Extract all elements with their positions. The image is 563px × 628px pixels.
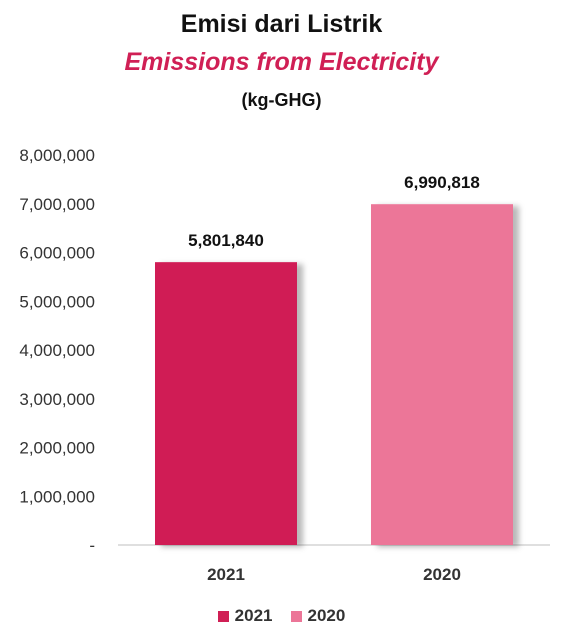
y-tick-label: 7,000,000	[19, 195, 95, 214]
y-tick-label: 2,000,000	[19, 439, 95, 458]
y-tick-label: 1,000,000	[19, 487, 95, 506]
x-tick-label: 2021	[207, 565, 245, 584]
legend-label: 2021	[234, 606, 273, 625]
y-tick-label: 8,000,000	[19, 146, 95, 165]
chart-subtitle: Emissions from Electricity	[124, 48, 439, 76]
legend-swatch	[217, 610, 229, 622]
x-tick-label: 2020	[423, 565, 461, 584]
chart-legend: 2021 2020	[0, 606, 563, 626]
data-label: 6,990,818	[404, 173, 480, 192]
chart-title: Emisi dari Listrik	[180, 10, 383, 38]
bar-2021	[155, 262, 297, 545]
legend-label: 2020	[307, 606, 346, 625]
legend-item-2020: 2020	[290, 606, 346, 626]
y-tick-label: 6,000,000	[19, 244, 95, 263]
legend-swatch	[290, 610, 302, 622]
y-tick-label: -	[89, 536, 95, 555]
chart-unit: (kg-GHG)	[241, 90, 322, 110]
data-label: 5,801,840	[188, 231, 264, 250]
y-tick-label: 3,000,000	[19, 390, 95, 409]
bar-2020	[371, 204, 513, 545]
legend-item-2021: 2021	[217, 606, 273, 626]
y-tick-label: 4,000,000	[19, 341, 95, 360]
y-tick-label: 5,000,000	[19, 292, 95, 311]
